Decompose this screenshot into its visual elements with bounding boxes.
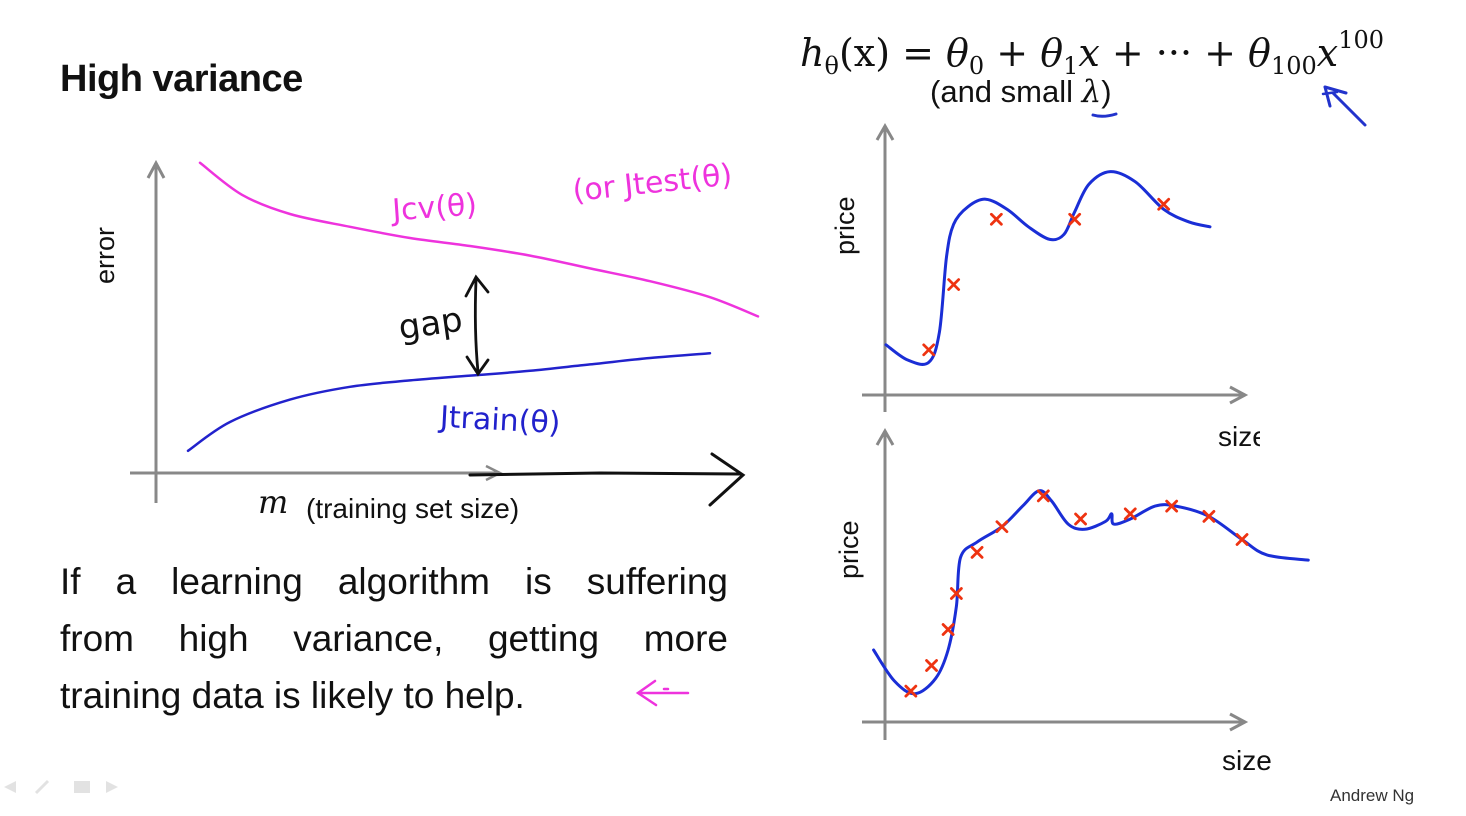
fit1-y-axis-arrowhead-icon [875,122,895,141]
formula-x100-sup: 100 [1338,26,1384,54]
fit2-data-point-x-marker [1202,510,1216,523]
fit1-x-axis-label: size [1218,421,1260,452]
fit2-data-point-x-marker [949,587,963,600]
formula-equals: = [890,31,947,75]
fit1-data-point-x-marker [947,278,961,291]
body-pointer-arrow-icon [635,679,690,707]
formula-plus-dots: + ··· + [1099,31,1249,75]
body-line-1: If a learning algorithm is suffering [60,561,728,602]
lc-y-axis-arrowhead-icon [146,159,166,179]
fit1-y-axis-label: price [830,196,860,255]
formula-pointer-arrow-tick [1321,90,1339,96]
lambda-symbol: λ [1081,74,1102,110]
fit1-data-point-x-marker [1157,197,1171,211]
fit2-data-point-x-marker [1235,533,1249,546]
back-icon[interactable] [4,781,16,793]
jtest-label: (or Jtest(θ) [571,158,734,210]
fit2-x-axis-arrowhead-icon [1229,712,1249,732]
gap-label: gap [396,300,465,349]
fit2-data-point-x-marker [995,520,1009,534]
formula-h-sub: θ [824,52,839,80]
video-player-controls[interactable] [0,776,140,798]
fit2-y-axis-label: price [834,520,864,579]
lc-x-axis-label: (training set size) [306,493,519,524]
jcv-curve [198,161,760,318]
fit2-data-point-x-marker [1165,499,1179,513]
fit2-y-axis-arrowhead-icon [875,427,895,446]
gap-double-arrow-icon [464,274,490,377]
formula-theta1: θ [1040,31,1064,75]
formula-theta0: θ [946,31,969,75]
formula-h: h [800,31,825,75]
hypothesis-formula: hθ(x) = θ0 + θ1x + ··· + θ100x100 [800,26,1384,80]
slide-title: High variance [60,58,303,100]
formula-note-prefix: (and small [930,74,1082,109]
fit-chart-small-data: price size [830,122,1260,452]
fit1-data-point-x-marker [922,343,936,357]
formula-theta100-sub: 100 [1270,52,1317,80]
forward-icon[interactable] [106,781,118,793]
lc-y-axis-label: error [90,227,120,284]
fit2-curve [872,489,1310,696]
fit1-data-point-x-marker [989,212,1003,226]
fit2-data-point-x-marker [970,545,984,559]
fit2-data-point-x-marker [1036,489,1050,503]
formula-x100: x [1316,31,1339,75]
formula-theta0-sub: 0 [968,52,985,80]
author-credit: Andrew Ng [1330,786,1415,805]
slide-body-text: If a learning algorithm is suffering fro… [60,553,740,724]
fit1-curve [884,170,1212,366]
pen-icon[interactable] [34,779,50,795]
fit-chart-large-data: price size [834,427,1310,776]
fit2-data-point-x-marker [904,684,918,698]
lc-x-axis-arrowhead-icon [485,464,503,482]
formula-pointer-arrow-icon [1323,85,1367,127]
jcv-label: Jcv(θ) [389,187,478,228]
lambda-underline-ink [1091,112,1118,118]
fit1-data-points [922,197,1171,357]
learning-curve-chart: error m (training set size) gap Jcv(θ) (… [90,158,760,524]
formula-x1: x [1078,31,1100,75]
jtrain-curve [186,351,712,453]
formula-theta1-sub: 1 [1063,52,1079,80]
body-line-2: from high variance, getting more [60,618,728,659]
menu-icon[interactable] [74,781,90,793]
formula-theta100: θ [1248,31,1271,75]
formula-note: (and small λ) [930,74,1112,110]
lc-x-axis-symbol: m [258,483,288,521]
fit2-data-point-x-marker [1074,512,1087,526]
fit2-data-point-x-marker [1123,507,1137,521]
fit2-data-points [904,489,1249,698]
lc-x-axis-extension-ink [468,452,746,507]
fit2-data-point-x-marker [941,623,955,636]
formula-plus-1: + [984,31,1041,75]
body-line-3: training data is likely to help. [60,675,525,716]
fit1-data-point-x-marker [1068,212,1082,226]
jtrain-label: Jtrain(θ) [437,400,561,441]
fit2-data-point-x-marker [925,659,938,672]
fit1-x-axis-arrowhead-icon [1229,385,1249,405]
formula-arg: (x) [838,31,891,75]
formula-note-suffix: ) [1101,74,1112,109]
fit2-x-axis-label: size [1222,745,1272,776]
